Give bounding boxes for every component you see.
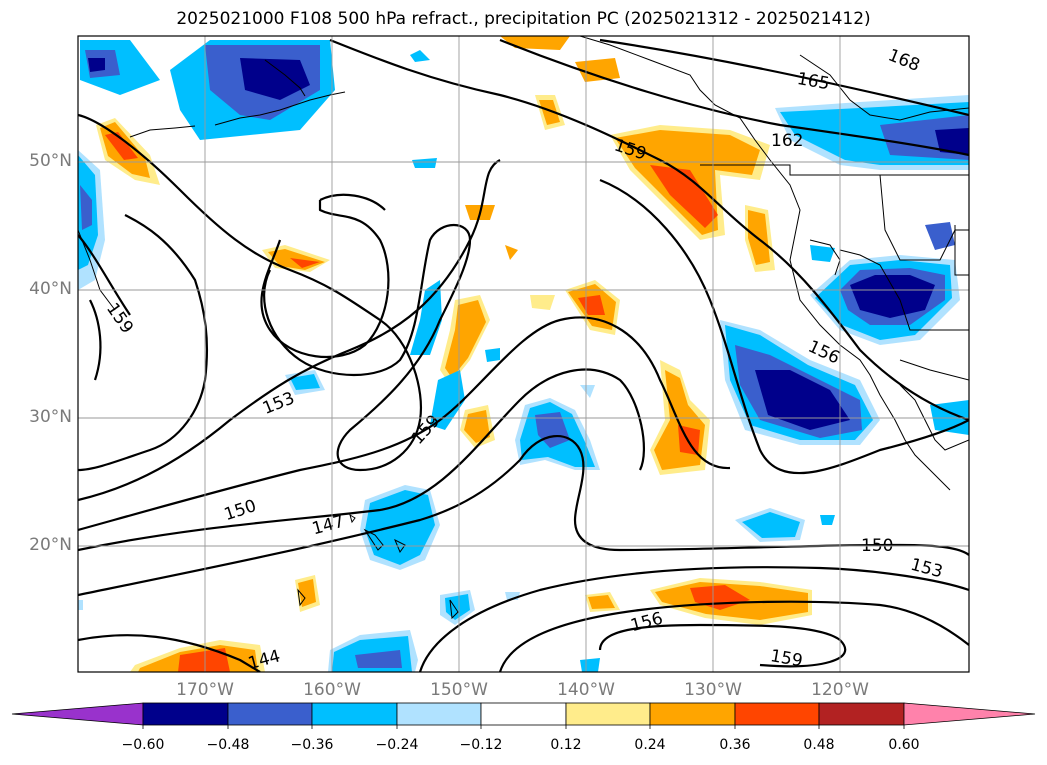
lat-label-40n: 40°N — [29, 279, 72, 299]
lon-label-120w: 120°W — [811, 680, 869, 700]
contour-label-153-a: 153 — [260, 388, 298, 419]
map-title: 2025021000 F108 500 hPa refract., precip… — [176, 9, 871, 29]
lat-label-30n: 30°N — [29, 407, 72, 427]
colorbar-extend-high — [903, 702, 1036, 726]
map-area: 168 165 162 159 159 159 156 153 153 150 … — [78, 36, 969, 672]
colorbar-swatch-2 — [227, 702, 313, 726]
colorbar-tick-5: −0.12 — [459, 737, 503, 753]
lon-label-130w: 130°W — [684, 680, 742, 700]
colorbar-tick-9: 0.48 — [803, 737, 835, 753]
colorbar-swatch-4 — [396, 702, 482, 726]
coastlines — [78, 36, 969, 620]
colorbar-swatch-3 — [311, 702, 398, 726]
colorbar-swatch-6 — [565, 702, 651, 726]
colorbar-swatch-9 — [818, 702, 905, 726]
contour-label-150-a: 150 — [222, 496, 259, 525]
colorbar — [11, 702, 1036, 729]
map-frame — [77, 35, 970, 673]
colorbar-tick-6: 0.12 — [550, 737, 582, 753]
colorbar-extend-low — [11, 702, 144, 726]
colorbar-swatch-5 — [480, 702, 567, 726]
contour-label-147: 147 — [310, 512, 347, 540]
colorbar-tick-10: 0.60 — [888, 737, 920, 753]
colorbar-swatch-1 — [142, 702, 229, 726]
contour-labels: 168 165 162 159 159 159 156 153 153 150 … — [102, 45, 945, 672]
precipitation-shading — [78, 36, 969, 672]
colorbar-tick-7: 0.24 — [634, 737, 666, 753]
lon-label-170w: 170°W — [176, 680, 234, 700]
colorbar-swatch-8 — [734, 702, 820, 726]
lon-label-160w: 160°W — [303, 680, 361, 700]
lon-label-140w: 140°W — [557, 680, 615, 700]
colorbar-tick-3: −0.36 — [290, 737, 334, 753]
gridlines — [78, 36, 969, 672]
lat-label-50n: 50°N — [29, 151, 72, 171]
contour-label-165: 165 — [796, 69, 831, 94]
colorbar-swatch-7 — [649, 702, 736, 726]
contour-label-168: 168 — [885, 45, 923, 76]
colorbar-tick-2: −0.48 — [206, 737, 250, 753]
colorbar-tick-8: 0.36 — [719, 737, 751, 753]
contour-label-159-c: 159 — [102, 299, 137, 337]
contour-label-162: 162 — [771, 131, 803, 151]
colorbar-tick-1: −0.60 — [121, 737, 165, 753]
lat-label-20n: 20°N — [29, 535, 72, 555]
contour-label-156-b: 156 — [629, 609, 666, 637]
contour-label-159-d: 159 — [769, 646, 804, 671]
colorbar-tick-4: −0.24 — [375, 737, 419, 753]
lon-label-150w: 150°W — [430, 680, 488, 700]
